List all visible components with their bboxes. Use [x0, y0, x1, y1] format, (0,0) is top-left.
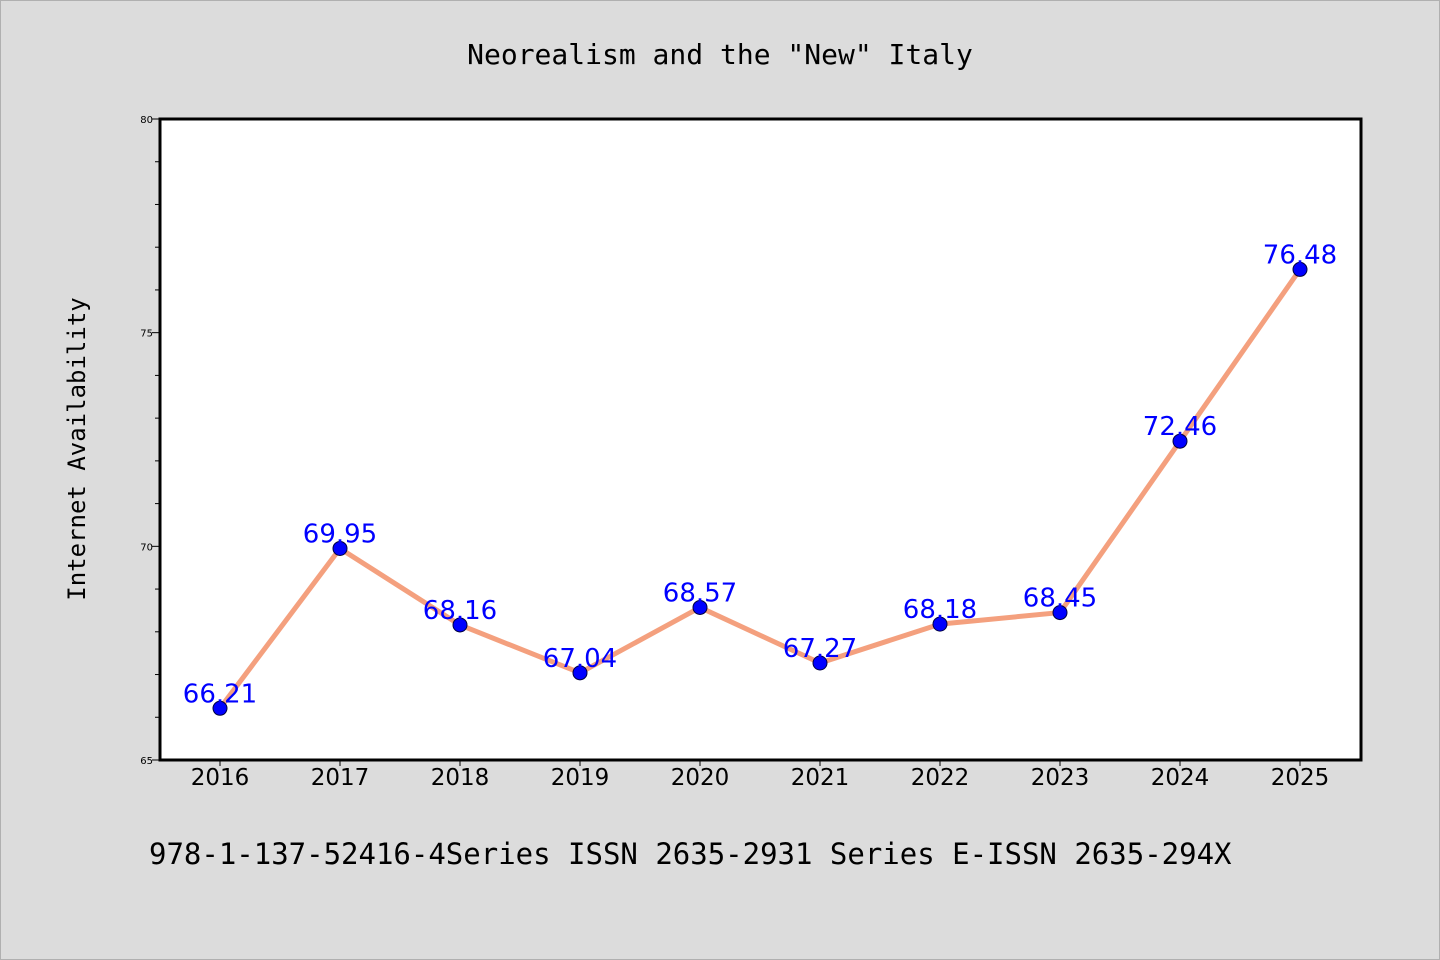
y-tick-label: 65	[140, 756, 153, 767]
data-point-label: 68.18	[903, 595, 977, 625]
x-tick-label: 2024	[1151, 765, 1210, 791]
data-point-label: 67.27	[783, 634, 857, 664]
data-point-marker	[452, 617, 468, 633]
data-point-marker	[1292, 261, 1308, 277]
data-point-label: 67.04	[543, 644, 617, 674]
series-line	[217, 266, 1303, 711]
footer-isbn-issn: 978-1-137-52416-4Series ISSN 2635-2931 S…	[149, 837, 1232, 871]
y-tick-label: 80	[140, 115, 153, 126]
x-tick-label: 2017	[311, 765, 370, 791]
data-point-label: 66.21	[183, 679, 257, 709]
chart-title: Neorealism and the "New" Italy	[467, 38, 973, 71]
data-point-label: 68.16	[423, 596, 497, 626]
x-tick-label: 2016	[191, 765, 250, 791]
data-point-marker	[212, 700, 228, 716]
x-tick-label: 2022	[911, 765, 970, 791]
data-point-marker	[1172, 433, 1188, 449]
data-point-marker	[932, 616, 948, 632]
y-axis-ticks: 65 70 75 80	[140, 115, 160, 767]
data-point-marker	[692, 599, 708, 615]
x-tick-label: 2025	[1271, 765, 1330, 791]
plot-area	[158, 117, 1363, 762]
x-tick-label: 2019	[551, 765, 610, 791]
x-tick-label: 2023	[1031, 765, 1090, 791]
y-tick-label: 70	[140, 542, 153, 553]
data-point-marker	[332, 540, 348, 556]
data-point-label: 69.95	[303, 519, 377, 549]
y-tick-label: 75	[140, 329, 153, 340]
x-tick-label: 2020	[671, 765, 730, 791]
data-point-marker	[812, 655, 828, 671]
data-point-label: 68.45	[1023, 584, 1097, 614]
data-point-marker	[1052, 605, 1068, 621]
data-markers	[212, 261, 1308, 716]
y-axis-label: Internet Availability	[63, 297, 91, 600]
x-axis-ticks: 2016 2017 2018 2019 2020 2021 2022 2023 2024 2025	[191, 760, 1330, 791]
x-tick-label: 2021	[791, 765, 850, 791]
data-point-label: 68.57	[663, 578, 737, 608]
data-labels: 66.21 69.95 68.16 67.04 68.57 67.27 68.18 68.45…	[183, 240, 1337, 709]
data-point-marker	[572, 665, 588, 681]
data-point-label: 76.48	[1263, 240, 1337, 270]
x-tick-label: 2018	[431, 765, 490, 791]
data-point-label: 72.46	[1143, 412, 1217, 442]
